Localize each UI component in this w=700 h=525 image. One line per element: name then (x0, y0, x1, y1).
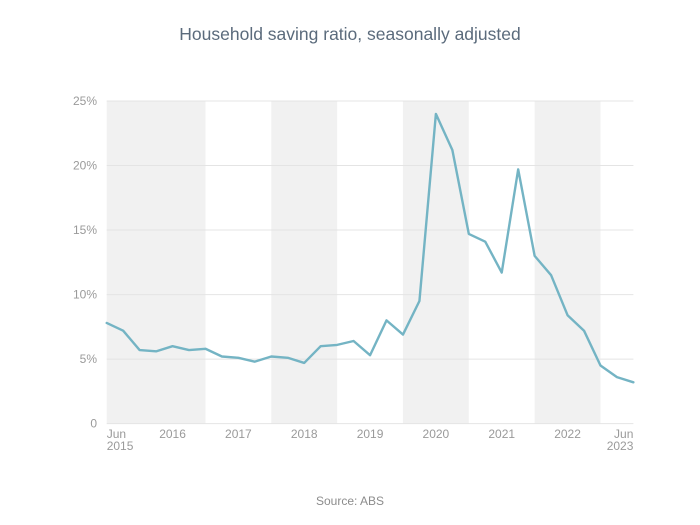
svg-text:20%: 20% (73, 159, 97, 173)
svg-text:10%: 10% (73, 288, 97, 302)
svg-text:0: 0 (90, 417, 97, 431)
svg-text:2015: 2015 (107, 439, 134, 453)
svg-text:2016: 2016 (159, 427, 186, 441)
svg-text:2018: 2018 (291, 427, 318, 441)
svg-text:5%: 5% (80, 352, 98, 366)
svg-text:2022: 2022 (554, 427, 581, 441)
svg-text:25%: 25% (73, 94, 97, 108)
svg-text:2021: 2021 (488, 427, 515, 441)
svg-text:2020: 2020 (423, 427, 450, 441)
svg-text:2017: 2017 (225, 427, 252, 441)
svg-text:15%: 15% (73, 223, 97, 237)
svg-text:2019: 2019 (357, 427, 384, 441)
svg-text:2023: 2023 (607, 439, 634, 453)
